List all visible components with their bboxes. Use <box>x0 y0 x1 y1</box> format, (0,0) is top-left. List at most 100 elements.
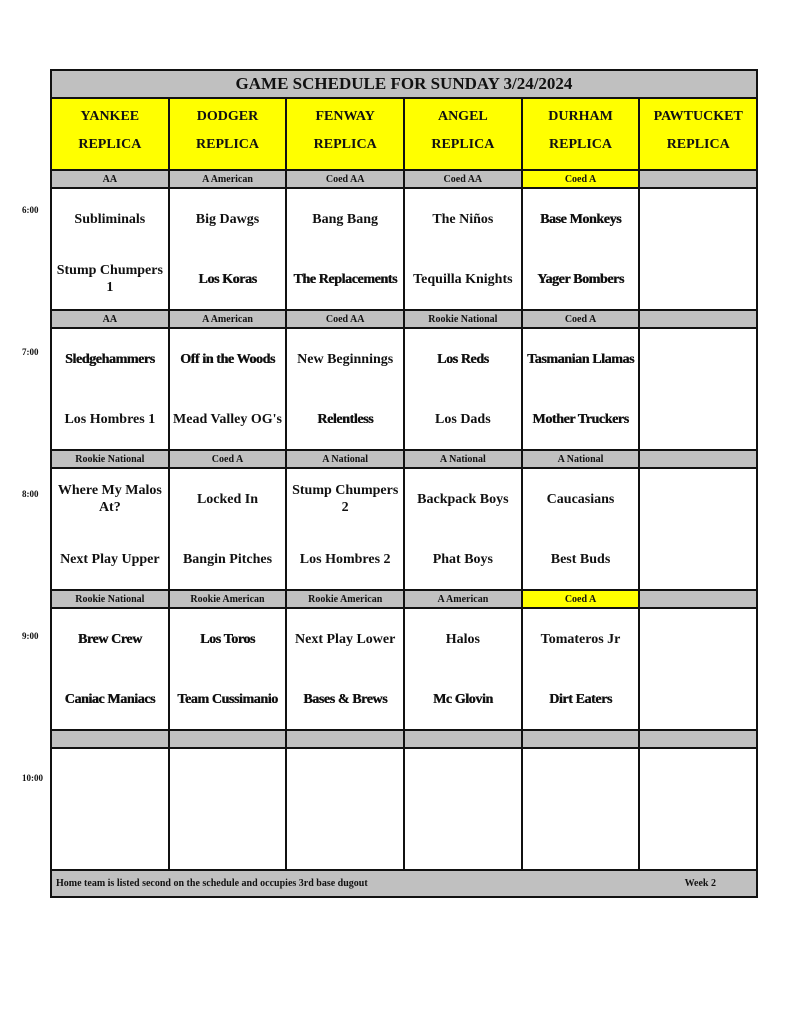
home-team: Mc Glovin <box>432 691 493 707</box>
home-team: Next Play Upper <box>60 551 160 567</box>
field-name-line: DODGER <box>196 109 259 124</box>
time-label: 7:00 <box>22 347 39 357</box>
field-name-line: REPLICA <box>196 137 260 152</box>
game-cell: Backpack Boys Phat Boys <box>405 469 523 591</box>
game-cell: The Niños Tequilla Knights <box>405 189 523 311</box>
home-team: Caniac Maniacs <box>64 691 156 707</box>
home-team: Mead Valley OG's <box>173 411 282 427</box>
away-team: Bang Bang <box>312 211 379 227</box>
home-team <box>405 809 521 869</box>
division-label: Coed A <box>522 591 641 609</box>
game-cell: Off in the Woods Mead Valley OG's <box>169 329 288 451</box>
away-team <box>640 469 756 529</box>
division-label: Rookie National <box>52 451 170 469</box>
division-label: Coed A <box>169 451 288 469</box>
field-name-line: REPLICA <box>549 137 613 152</box>
game-cell: Tasmanian Llamas Mother Truckers <box>522 329 641 451</box>
division-label: Coed AA <box>405 171 523 189</box>
schedule-table: GAME SCHEDULE FOR SUNDAY 3/24/2024 YANKE… <box>50 69 758 898</box>
away-team: Los Toros <box>200 631 255 647</box>
away-team: Los Reds <box>437 351 489 367</box>
away-team <box>640 749 756 809</box>
game-cell: Tomateros Jr Dirt Eaters <box>522 609 641 731</box>
away-team: Tomateros Jr <box>540 631 621 647</box>
division-label: A American <box>169 171 288 189</box>
game-cell: Halos Mc Glovin <box>405 609 523 731</box>
field-name-line: ANGEL <box>437 109 488 124</box>
game-cell <box>52 749 170 871</box>
home-team: Bases & Brews <box>303 691 388 707</box>
home-team <box>287 809 403 869</box>
game-cell <box>640 749 757 871</box>
away-team: Brew Crew <box>77 631 142 647</box>
field-name-line: YANKEE <box>80 109 140 124</box>
game-cell: Sledgehammers Los Hombres 1 <box>52 329 170 451</box>
field-name-line: REPLICA <box>78 137 142 152</box>
game-cell: Subliminals Stump Chumpers 1 <box>52 189 170 311</box>
field-header: FENWAY REPLICA <box>287 99 406 171</box>
division-label <box>640 171 757 189</box>
away-team: Tasmanian Llamas <box>526 351 635 367</box>
away-team <box>640 189 756 249</box>
game-cell: Brew Crew Caniac Maniacs <box>52 609 170 731</box>
games-row: Brew Crew Caniac Maniacs Los Toros Team Cus… <box>52 609 757 731</box>
division-label: Coed AA <box>287 311 406 329</box>
division-label <box>169 731 288 749</box>
away-team <box>640 609 756 669</box>
game-cell: Base Monkeys Yager Bombers <box>522 189 641 311</box>
home-team: Los Hombres 2 <box>299 551 391 567</box>
division-label: AA <box>52 171 170 189</box>
game-cell <box>640 189 757 311</box>
division-label <box>640 311 757 329</box>
game-cell: Caucasians Best Buds <box>522 469 641 591</box>
home-team: Dirt Eaters <box>549 691 612 707</box>
game-cell: Next Play Lower Bases & Brews <box>287 609 406 731</box>
home-team <box>640 669 756 729</box>
home-team <box>52 809 168 869</box>
away-team: The Niños <box>432 211 494 227</box>
division-label: Rookie American <box>287 591 406 609</box>
home-team: Team Cussimanio <box>177 691 278 707</box>
home-team: Best Buds <box>550 551 611 567</box>
field-header: ANGEL REPLICA <box>405 99 523 171</box>
home-team <box>640 529 756 589</box>
home-team: Los Koras <box>198 271 257 287</box>
field-header: DODGER REPLICA <box>169 99 288 171</box>
away-team: New Beginnings <box>297 351 394 367</box>
away-team: Where My Malos At? <box>57 483 162 515</box>
division-label: AA <box>52 311 170 329</box>
away-team: Off in the Woods <box>180 351 275 367</box>
division-label: A National <box>405 451 523 469</box>
division-row <box>52 731 757 749</box>
away-team: Base Monkeys <box>539 211 622 227</box>
division-label: A American <box>169 311 288 329</box>
game-cell <box>405 749 523 871</box>
home-team <box>640 389 756 449</box>
away-team <box>170 749 286 809</box>
time-label: 9:00 <box>22 631 39 641</box>
away-team: Subliminals <box>74 211 146 227</box>
game-cell <box>522 749 641 871</box>
time-label: 8:00 <box>22 489 39 499</box>
away-team: Caucasians <box>546 491 615 507</box>
away-team <box>287 749 403 809</box>
game-cell: Bang Bang The Replacements <box>287 189 406 311</box>
game-cell: Los Reds Los Dads <box>405 329 523 451</box>
home-team: The Replacements <box>293 271 397 287</box>
division-label <box>522 731 641 749</box>
home-team: Mother Truckers <box>532 411 629 427</box>
away-team: Big Dawgs <box>195 211 260 227</box>
home-team: Los Dads <box>435 411 491 427</box>
division-label: Coed AA <box>287 171 406 189</box>
footer: Home team is listed second on the schedu… <box>52 871 756 896</box>
field-name-line: DURHAM <box>548 109 613 124</box>
field-name-line: REPLICA <box>313 137 377 152</box>
game-cell: Stump Chumpers 2 Los Hombres 2 <box>287 469 406 591</box>
away-team: Next Play Lower <box>295 631 396 647</box>
game-cell <box>287 749 406 871</box>
game-cell: New Beginnings Relentless <box>287 329 406 451</box>
games-row: Where My Malos At? Next Play Upper Locked … <box>52 469 757 591</box>
away-team <box>523 749 639 809</box>
home-team <box>640 809 756 869</box>
